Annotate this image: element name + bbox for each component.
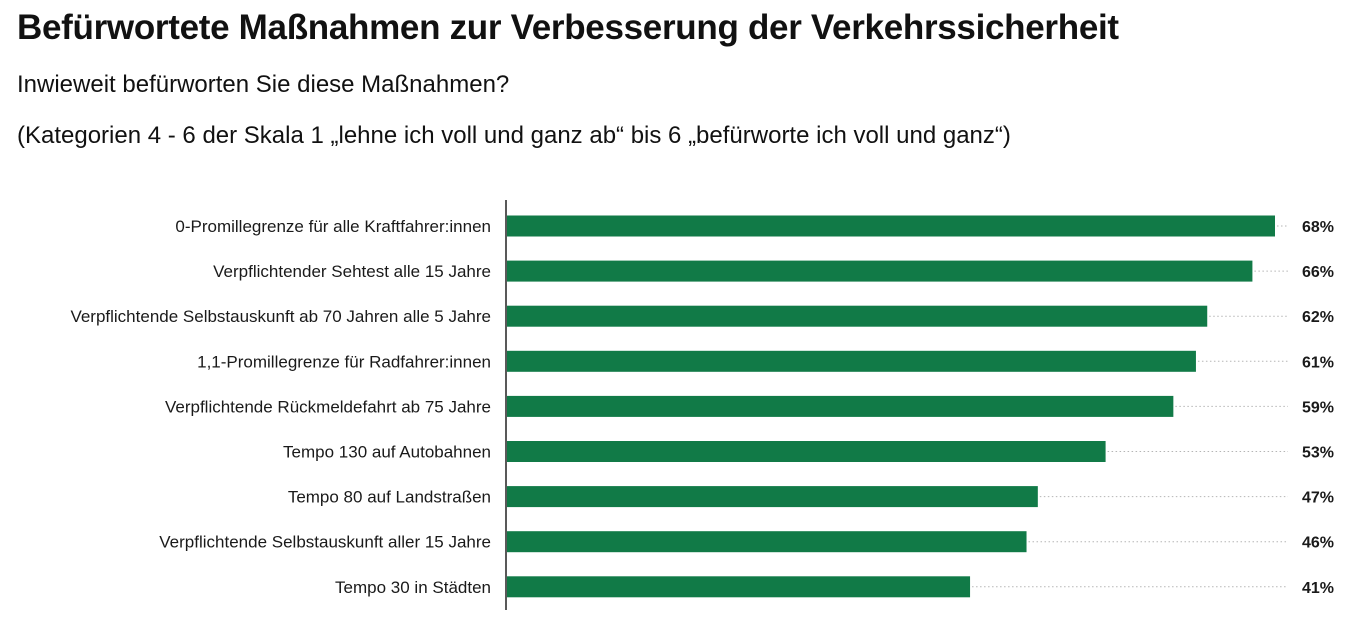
value-label: 62% [1302, 309, 1334, 326]
category-label: Verpflichtende Selbstauskunft ab 70 Jahr… [70, 307, 491, 326]
bar [507, 260, 1253, 282]
value-label: 47% [1302, 490, 1334, 507]
chart-subtitle-question: Inwieweit befürworten Sie diese Maßnahme… [17, 71, 510, 98]
bar [507, 531, 1027, 553]
bar [507, 395, 1174, 417]
bar [507, 215, 1275, 237]
bar [507, 576, 971, 598]
value-label: 66% [1302, 264, 1334, 281]
value-label: 41% [1302, 580, 1334, 597]
category-label: Tempo 130 auf Autobahnen [283, 443, 491, 462]
bar-row: Verpflichtende Rückmeldefahrt ab 75 Jahr… [165, 395, 1334, 417]
bar-row: Tempo 130 auf Autobahnen 53% [283, 441, 1334, 462]
bar-row: Tempo 80 auf Landstraßen 47% [288, 486, 1334, 508]
category-label: 1,1-Promillegrenze für Radfahrer:innen [197, 352, 491, 371]
category-label: Tempo 30 in Städten [335, 578, 491, 597]
bar [507, 441, 1106, 462]
category-label: Verpflichtende Selbstauskunft aller 15 J… [159, 533, 491, 552]
bar-row: 1,1-Promillegrenze für Radfahrer:innen 61… [197, 350, 1334, 372]
bar-row: 0-Promillegrenze für alle Kraftfahrer:in… [175, 215, 1334, 237]
value-label: 53% [1302, 445, 1334, 462]
chart-subtitle-scale-note: (Kategorien 4 - 6 der Skala 1 „lehne ich… [17, 122, 1011, 149]
value-label: 59% [1302, 399, 1334, 416]
bar-row: Verpflichtende Selbstauskunft ab 70 Jahr… [70, 305, 1334, 327]
chart-title: Befürwortete Maßnahmen zur Verbesserung … [17, 8, 1119, 47]
value-label: 68% [1302, 219, 1334, 236]
bar-row: Verpflichtender Sehtest alle 15 Jahre 66% [213, 260, 1334, 282]
bar-row: Verpflichtende Selbstauskunft aller 15 J… [159, 531, 1334, 553]
bar [507, 305, 1208, 327]
category-label: Verpflichtender Sehtest alle 15 Jahre [213, 262, 491, 281]
value-label: 46% [1302, 535, 1334, 552]
bars-group: 0-Promillegrenze für alle Kraftfahrer:in… [70, 215, 1334, 598]
category-label: Verpflichtende Rückmeldefahrt ab 75 Jahr… [165, 397, 491, 416]
bar [507, 350, 1196, 372]
bar [507, 486, 1038, 508]
value-label: 61% [1302, 354, 1334, 371]
category-label: Tempo 80 auf Landstraßen [288, 488, 491, 507]
category-label: 0-Promillegrenze für alle Kraftfahrer:in… [175, 217, 491, 236]
bar-row: Tempo 30 in Städten 41% [335, 576, 1334, 598]
